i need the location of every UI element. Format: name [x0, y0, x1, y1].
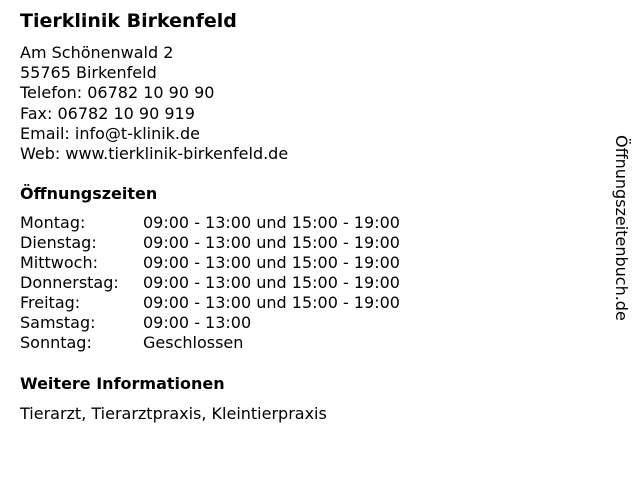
- time: 09:00 - 13:00 und 15:00 - 19:00: [143, 273, 400, 292]
- city: 55765 Birkenfeld: [20, 63, 157, 83]
- street: Am Schönenwald 2: [20, 43, 174, 62]
- day: Mittwoch:: [20, 253, 98, 272]
- time: 09:00 - 13:00 und 15:00 - 19:00: [143, 293, 400, 312]
- day: Donnerstag:: [20, 273, 119, 292]
- hours-row: Samstag: 09:00 - 13:00: [20, 313, 400, 333]
- hours-heading: Öffnungszeiten: [20, 184, 158, 203]
- hours-row: Sonntag: Geschlossen: [20, 333, 400, 353]
- email: Email: info@t-klinik.de: [20, 123, 201, 143]
- phone: Telefon: 06782 10 90 90: [20, 83, 215, 103]
- watermark: Öffnungszeitenbuch.de: [612, 135, 631, 321]
- day: Montag:: [20, 213, 86, 232]
- hours-row: Donnerstag: 09:00 - 13:00 und 15:00 - 19:…: [20, 273, 400, 293]
- day: Samstag:: [20, 313, 96, 332]
- hours-row: Montag: 09:00 - 13:00 und 15:00 - 19:00: [20, 213, 400, 233]
- time: 09:00 - 13:00 und 15:00 - 19:00: [143, 253, 400, 272]
- time: 09:00 - 13:00: [143, 313, 252, 332]
- day: Freitag:: [20, 293, 81, 312]
- time: Geschlossen: [143, 333, 244, 352]
- day: Sonntag:: [20, 333, 92, 352]
- day: Dienstag:: [20, 233, 97, 252]
- info-text: Tierarzt, Tierarztpraxis, Kleintierpraxi…: [20, 404, 327, 423]
- website: Web: www.tierklinik-birkenfeld.de: [20, 144, 289, 164]
- hours-row: Mittwoch: 09:00 - 13:00 und 15:00 - 19:00: [20, 253, 400, 273]
- fax: Fax: 06782 10 90 919: [20, 103, 195, 123]
- time: 09:00 - 13:00 und 15:00 - 19:00: [143, 233, 400, 252]
- hours-row: Dienstag: 09:00 - 13:00 und 15:00 - 19:00: [20, 233, 400, 253]
- hours-table: Montag: 09:00 - 13:00 und 15:00 - 19:00 D…: [20, 213, 400, 353]
- address-block: Am Schönenwald 2 55765 Birkenfeld Telefo…: [20, 43, 288, 164]
- info-heading: Weitere Informationen: [20, 374, 225, 393]
- hours-row: Freitag: 09:00 - 13:00 und 15:00 - 19:00: [20, 293, 400, 313]
- time: 09:00 - 13:00 und 15:00 - 19:00: [143, 213, 400, 232]
- page-title: Tierklinik Birkenfeld: [20, 10, 237, 32]
